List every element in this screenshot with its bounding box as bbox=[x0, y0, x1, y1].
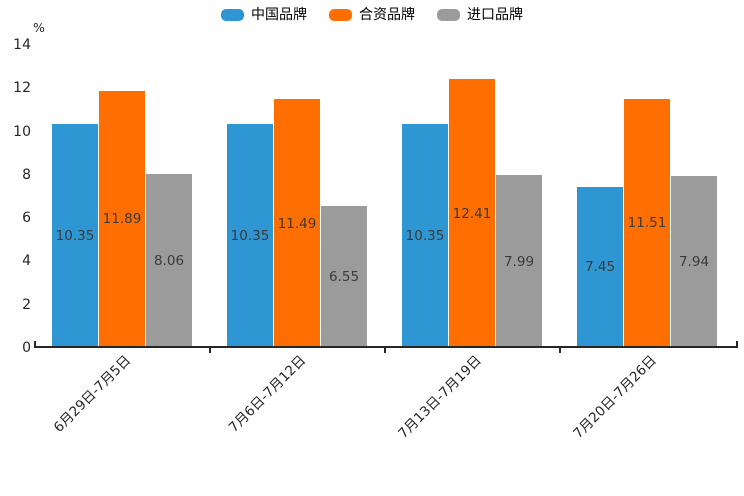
bar-value-label: 10.35 bbox=[405, 227, 445, 244]
x-axis-category-label: 6月29日-7月5日 bbox=[50, 352, 135, 436]
bar bbox=[52, 123, 98, 348]
bar bbox=[321, 206, 367, 348]
legend-swatch-icon bbox=[221, 9, 244, 21]
y-axis-tick-label: 10 bbox=[13, 123, 31, 140]
bar bbox=[577, 186, 623, 348]
bar-value-label: 6.55 bbox=[328, 269, 360, 286]
bar-value-label: 12.41 bbox=[452, 205, 492, 222]
x-axis-boundary-tick bbox=[34, 341, 36, 348]
legend-label: 中国品牌 bbox=[251, 7, 307, 23]
x-axis-tick bbox=[558, 348, 561, 353]
y-axis-tick-label: 0 bbox=[22, 340, 31, 356]
y-axis-tick-label: 4 bbox=[22, 253, 31, 270]
bar bbox=[274, 99, 320, 348]
bar-value-label: 7.45 bbox=[584, 259, 616, 276]
x-axis-category-label: 7月6日-7月12日 bbox=[225, 352, 310, 436]
bar-value-label: 11.49 bbox=[277, 215, 317, 232]
y-axis-tick-label: 2 bbox=[22, 296, 31, 313]
bar-value-label: 10.35 bbox=[55, 227, 95, 244]
legend-item-2[interactable]: 合资品牌 bbox=[329, 7, 415, 23]
x-axis-boundary-tick bbox=[736, 341, 738, 348]
bar-value-label: 10.35 bbox=[230, 227, 270, 244]
x-axis-tick bbox=[208, 348, 211, 353]
x-axis-line bbox=[34, 346, 738, 348]
bar-value-label: 7.99 bbox=[503, 253, 535, 270]
bar bbox=[496, 175, 542, 348]
x-axis-category-label: 7月20日-7月26日 bbox=[569, 352, 660, 442]
y-axis-tick-label: 12 bbox=[13, 80, 31, 97]
bar bbox=[99, 90, 145, 348]
legend-item-1[interactable]: 中国品牌 bbox=[221, 7, 307, 23]
y-axis-tick-label: 8 bbox=[22, 166, 31, 183]
legend-swatch-icon bbox=[329, 9, 352, 21]
y-axis-tick-label: 6 bbox=[22, 210, 31, 227]
y-axis-unit-label: % bbox=[33, 20, 45, 35]
legend-label: 进口品牌 bbox=[467, 7, 523, 23]
bar bbox=[624, 98, 670, 348]
bar bbox=[671, 176, 717, 348]
bar bbox=[227, 123, 273, 348]
bar-value-label: 7.94 bbox=[678, 254, 710, 271]
y-axis-tick-label: 14 bbox=[13, 37, 31, 53]
x-axis-tick bbox=[383, 348, 386, 353]
bar-value-label: 11.89 bbox=[102, 211, 142, 228]
bar-value-label: 11.51 bbox=[627, 215, 667, 232]
legend: 中国品牌 合资品牌 进口品牌 bbox=[0, 7, 744, 23]
legend-swatch-icon bbox=[437, 9, 460, 21]
bar bbox=[402, 123, 448, 348]
legend-item-3[interactable]: 进口品牌 bbox=[437, 7, 523, 23]
bar-value-label: 8.06 bbox=[153, 252, 185, 269]
bar bbox=[449, 79, 495, 348]
legend-label: 合资品牌 bbox=[359, 7, 415, 23]
x-axis-category-label: 7月13日-7月19日 bbox=[394, 352, 485, 442]
bar bbox=[146, 173, 192, 348]
